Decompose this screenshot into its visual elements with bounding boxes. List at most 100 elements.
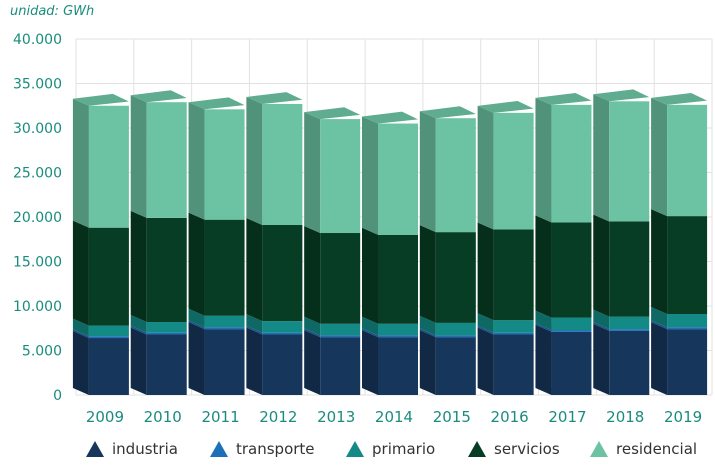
bar-transporte-2011 — [204, 327, 245, 330]
bar-residencial-2014 — [378, 123, 418, 235]
bar-residencial-2011 — [204, 109, 245, 220]
bar-primario-2016 — [493, 320, 534, 333]
bar-side-servicios-2014 — [362, 227, 378, 324]
bar-side-residencial-2019 — [651, 97, 668, 217]
bar-side-primario-2014 — [362, 316, 378, 336]
y-tick-label-6: 30.000 — [13, 121, 62, 137]
bar-residencial-2016 — [493, 112, 534, 230]
bar-side-residencial-2012 — [246, 96, 263, 226]
bar-side-residencial-2011 — [188, 102, 205, 220]
bar-primario-2011 — [204, 315, 245, 328]
bar-residencial-2009 — [88, 105, 129, 228]
bar-primario-2015 — [435, 322, 476, 336]
bar-top-2015 — [419, 106, 476, 119]
bar-transporte-2014 — [378, 335, 418, 338]
bar-side-servicios-2015 — [419, 225, 436, 323]
x-tick-label-2015: 2015 — [433, 408, 471, 426]
bar-side-primario-2018 — [593, 309, 610, 330]
bar-primario-2014 — [378, 323, 418, 336]
bar-side-servicios-2009 — [72, 220, 89, 326]
bar-industria-2009 — [88, 338, 129, 395]
bar-side-residencial-2009 — [72, 98, 89, 228]
bar-side-industria-2009 — [72, 331, 89, 395]
bar-side-servicios-2013 — [304, 226, 321, 324]
bar-primario-2019 — [667, 314, 708, 328]
bar-top-2019 — [651, 92, 708, 105]
bar-side-primario-2017 — [535, 310, 552, 331]
bar-top-2017 — [535, 92, 592, 105]
bar-side-industria-2010 — [130, 327, 147, 395]
bar-servicios-2018 — [609, 221, 650, 317]
bar-top-2010 — [130, 90, 187, 103]
legend-item-residencial: residencial — [590, 440, 697, 458]
legend-label-transporte: transporte — [236, 440, 315, 458]
bar-industria-2016 — [493, 334, 534, 395]
bar-servicios-2019 — [667, 216, 708, 315]
x-tick-label-2014: 2014 — [375, 408, 413, 426]
bar-residencial-2017 — [551, 104, 592, 223]
legend-label-residencial: residencial — [616, 440, 698, 458]
x-tick-label-2019: 2019 — [664, 408, 702, 426]
unit-label: unidad: GWh — [10, 4, 95, 19]
bar-side-transporte-2014 — [362, 328, 378, 338]
y-tick-label-1: 5.000 — [22, 344, 62, 360]
bar-side-servicios-2016 — [477, 222, 494, 321]
bar-industria-2018 — [609, 330, 650, 395]
bar-side-transporte-2015 — [419, 328, 436, 338]
x-tick-label-2010: 2010 — [144, 408, 182, 426]
bar-side-servicios-2017 — [535, 215, 552, 318]
legend-marker-servicios — [468, 441, 486, 457]
bar-servicios-2012 — [262, 225, 303, 322]
bar-side-primario-2019 — [651, 307, 668, 328]
bar-top-2009 — [72, 93, 129, 106]
bar-transporte-2013 — [320, 335, 361, 338]
bar-side-industria-2014 — [362, 330, 378, 395]
x-tick-label-2018: 2018 — [606, 408, 644, 426]
bar-servicios-2013 — [320, 233, 361, 324]
bar-industria-2017 — [551, 331, 592, 395]
bar-transporte-2009 — [88, 336, 129, 339]
bar-servicios-2015 — [435, 232, 476, 323]
bar-transporte-2015 — [435, 335, 476, 338]
bar-primario-2010 — [146, 322, 187, 333]
bar-side-servicios-2011 — [188, 212, 205, 316]
bar-side-servicios-2012 — [246, 218, 263, 322]
bar-side-primario-2016 — [477, 313, 494, 333]
bar-servicios-2017 — [551, 222, 592, 318]
bar-side-transporte-2011 — [188, 320, 205, 330]
legend-marker-industria — [86, 441, 104, 457]
legend-item-transporte: transporte — [210, 440, 315, 458]
bar-side-residencial-2013 — [304, 112, 321, 234]
bar-transporte-2012 — [262, 332, 303, 335]
bar-residencial-2010 — [146, 102, 187, 218]
bar-side-transporte-2012 — [246, 325, 263, 335]
bar-side-industria-2013 — [304, 330, 321, 395]
bar-side-transporte-2017 — [535, 323, 552, 332]
bar-side-transporte-2018 — [593, 322, 610, 331]
bar-servicios-2016 — [493, 229, 534, 321]
bar-side-transporte-2010 — [130, 325, 147, 335]
bar-residencial-2015 — [435, 118, 476, 233]
bar-industria-2014 — [378, 337, 418, 395]
bar-side-industria-2019 — [651, 322, 668, 395]
bar-residencial-2019 — [667, 104, 708, 217]
bar-side-residencial-2016 — [477, 105, 494, 230]
x-tick-label-2017: 2017 — [548, 408, 586, 426]
bar-transporte-2017 — [551, 330, 592, 332]
bar-transporte-2016 — [493, 332, 534, 335]
x-tick-label-2013: 2013 — [317, 408, 355, 426]
bar-industria-2010 — [146, 334, 187, 395]
bar-top-2012 — [246, 92, 303, 104]
bar-residencial-2012 — [262, 103, 303, 226]
bar-side-transporte-2016 — [477, 325, 494, 335]
legend-item-servicios: servicios — [468, 440, 560, 458]
x-tick-label-2009: 2009 — [86, 408, 124, 426]
legend-item-industria: industria — [86, 440, 178, 458]
legend-marker-residencial — [590, 441, 608, 457]
bar-servicios-2009 — [88, 227, 129, 326]
bar-top-2018 — [593, 89, 650, 102]
bar-top-2013 — [304, 107, 361, 120]
y-tick-label-2: 10.000 — [13, 299, 62, 315]
legend: industria transporte primario servicios … — [0, 440, 715, 462]
bar-side-primario-2012 — [246, 314, 263, 333]
